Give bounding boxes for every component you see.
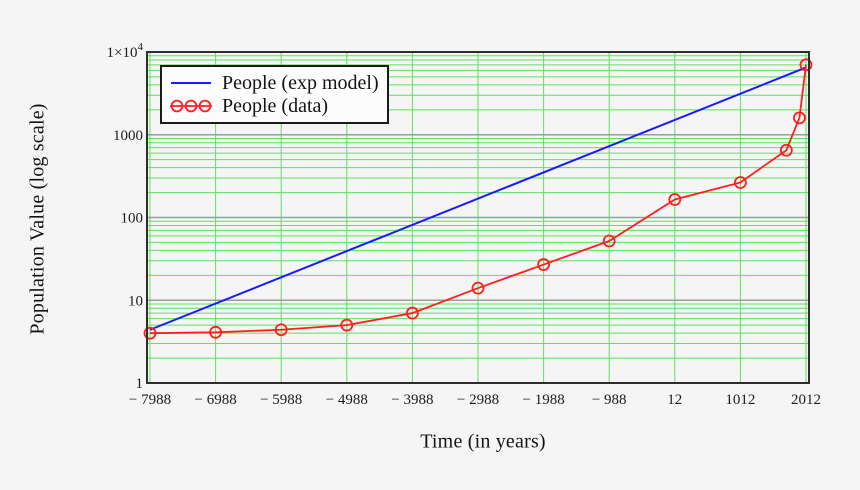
data-point-marker	[405, 306, 419, 320]
legend-entry-exp-model: People (exp model)	[169, 73, 383, 93]
data-point-marker	[779, 143, 793, 157]
y-tick-label: 1	[136, 376, 144, 392]
x-tick-label: − 4988	[326, 392, 368, 408]
exp-model-line	[149, 66, 807, 331]
data-line	[149, 64, 807, 335]
y-tick-label: 100	[121, 211, 144, 227]
x-tick-label: − 5988	[260, 392, 302, 408]
y-axis-title: Population Value (log scale)	[26, 103, 49, 335]
y-tick-label: 1000	[113, 128, 143, 144]
data-point-marker	[537, 258, 550, 271]
x-tick-label: − 1988	[522, 392, 564, 408]
x-tick-label: − 2988	[457, 392, 499, 408]
x-tick-label: 1012	[725, 392, 755, 408]
x-tick-label: − 3988	[391, 392, 433, 408]
data-point-marker	[209, 325, 223, 339]
legend-label-exp-model: People (exp model)	[222, 71, 379, 94]
data-point-marker	[602, 234, 616, 248]
data-point-marker	[471, 281, 485, 295]
legend: People (exp model) People (data)	[160, 65, 389, 124]
x-axis-title: Time (in years)	[420, 430, 546, 453]
y-tick-labels: 1×104 1000 100 10 1	[107, 41, 144, 392]
plot-frame	[146, 51, 810, 384]
x-tick-label: − 7988	[129, 392, 171, 408]
y-tick-label: 10	[128, 293, 143, 309]
data-point-marker	[793, 111, 806, 125]
legend-entry-data: People (data)	[169, 96, 383, 116]
major-gridlines	[147, 133, 809, 302]
y-tick-label: 1×104	[107, 41, 144, 61]
x-tick-label: 2012	[791, 392, 821, 408]
exp-model-line-swatch	[171, 81, 211, 84]
data-point-marker	[799, 58, 813, 72]
x-tick-labels: − 7988 − 6988 − 5988 − 4988 − 3988 − 2988 − 19…	[129, 392, 821, 408]
minor-gridlines	[147, 52, 809, 383]
data-point-marker	[340, 318, 354, 332]
legend-label-data: People (data)	[222, 95, 329, 118]
x-tick-label: − 6988	[194, 392, 236, 408]
x-tick-label: − 988	[592, 392, 627, 408]
data-point-marker	[734, 176, 747, 189]
data-point-markers	[143, 58, 813, 340]
data-point-marker	[143, 326, 157, 340]
data-series-marker-swatch	[170, 100, 212, 113]
data-point-marker	[274, 323, 288, 337]
x-tick-label: 12	[667, 392, 682, 408]
data-point-marker	[668, 193, 682, 206]
